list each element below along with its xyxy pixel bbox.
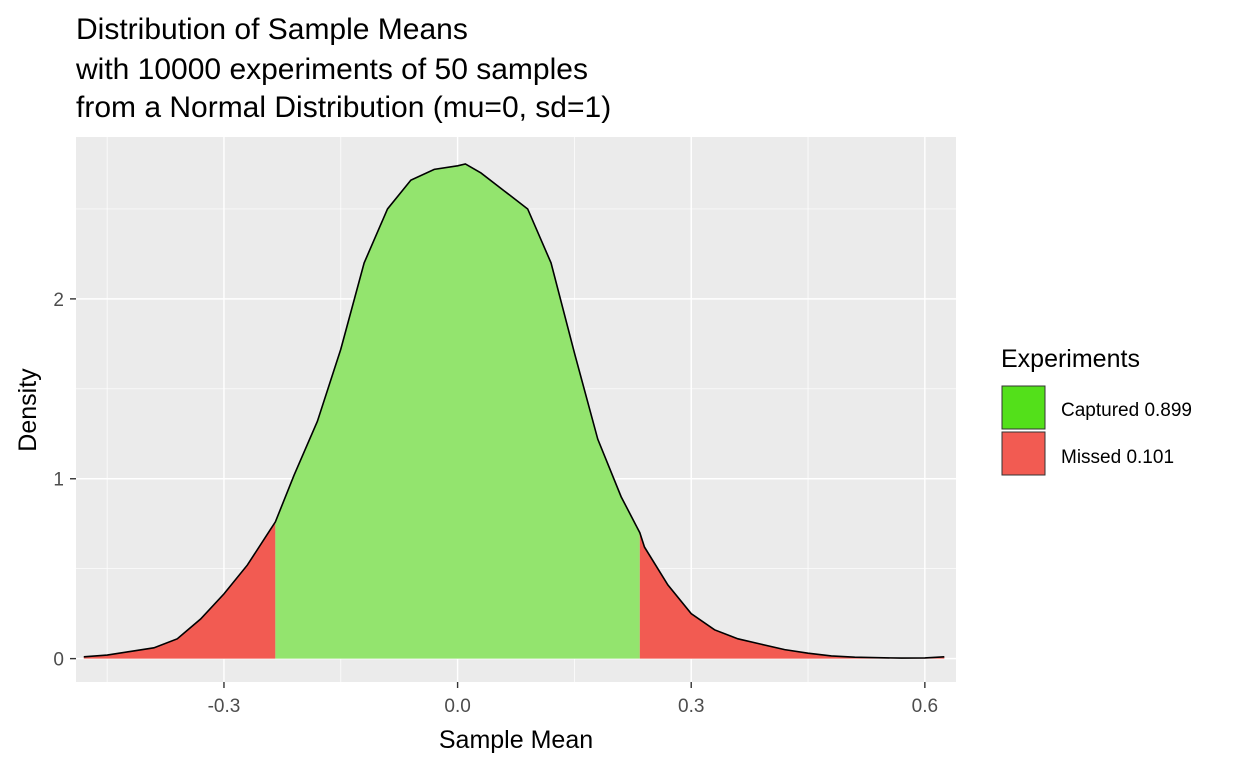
- title-line-1: Distribution of Sample Means: [76, 13, 468, 46]
- title-line-2: with 10000 experiments of 50 samples: [75, 53, 588, 86]
- legend-key-captured: [1001, 385, 1046, 430]
- x-tick-label: -0.3: [208, 696, 241, 717]
- y-axis: 0 1 2: [53, 290, 76, 671]
- y-tick-label: 2: [53, 290, 64, 311]
- legend-key-missed: [1001, 431, 1046, 476]
- y-tick-label: 0: [53, 650, 64, 671]
- legend: Experiments Captured 0.899 Missed 0.101: [1001, 345, 1192, 476]
- x-tick-label: 0.0: [444, 696, 470, 717]
- density-region-2: [275, 163, 640, 659]
- y-tick-label: 1: [53, 470, 64, 491]
- density-region-1: [83, 521, 276, 659]
- x-axis: -0.3 0.0 0.3 0.6: [208, 682, 938, 717]
- y-axis-title: Density: [14, 368, 42, 452]
- x-axis-title: Sample Mean: [439, 726, 593, 754]
- density-region-3: [639, 532, 945, 659]
- x-tick-label: 0.6: [912, 696, 938, 717]
- x-tick-label: 0.3: [678, 696, 704, 717]
- density-areas: [83, 163, 945, 659]
- density-outline: [83, 163, 945, 659]
- legend-label-missed: Missed 0.101: [1061, 447, 1174, 468]
- title-line-3: from a Normal Distribution (mu=0, sd=1): [76, 91, 611, 124]
- chart-title: Distribution of Sample Means with 10000 …: [75, 13, 611, 124]
- legend-label-captured: Captured 0.899: [1061, 400, 1192, 421]
- legend-title: Experiments: [1001, 345, 1140, 373]
